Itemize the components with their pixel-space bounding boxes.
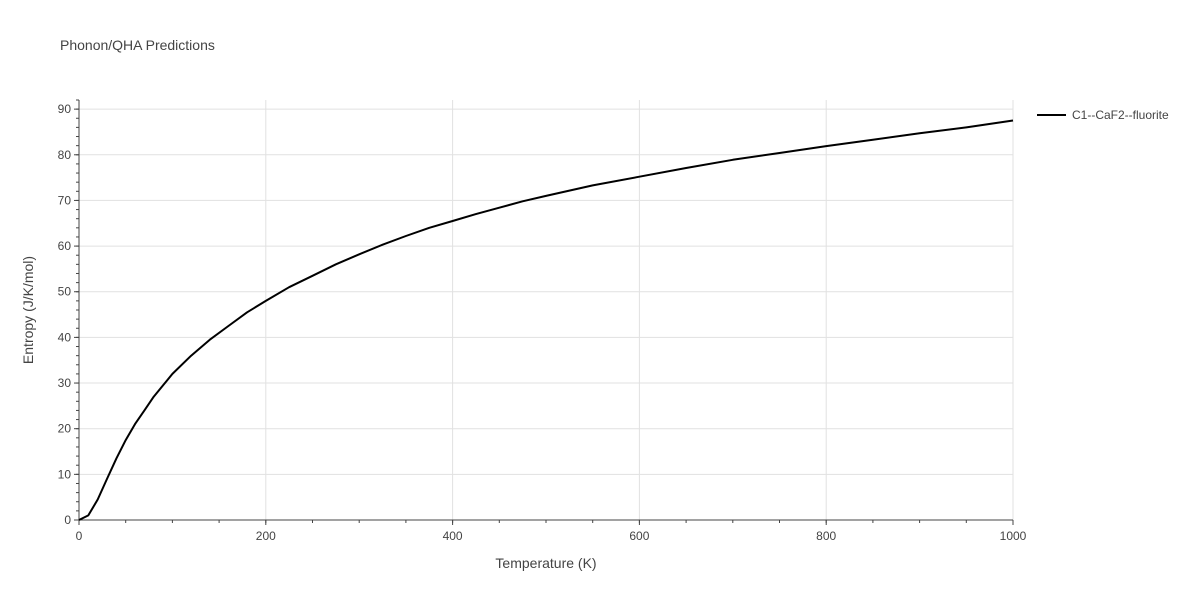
axes [78, 100, 1013, 521]
x-tick-label: 600 [629, 529, 649, 543]
y-tick-label: 60 [58, 239, 72, 253]
series-layer [78, 119, 1014, 521]
legend[interactable]: C1--CaF2--fluorite [1037, 108, 1169, 122]
y-tick-label: 90 [58, 102, 72, 116]
y-tick-label: 70 [58, 193, 72, 207]
x-tick-label: 200 [256, 529, 276, 543]
chart-title: Phonon/QHA Predictions [60, 37, 215, 53]
y-tick-label: 40 [58, 330, 72, 344]
x-tick-label: 0 [76, 529, 83, 543]
x-tick-label: 1000 [1000, 529, 1027, 543]
y-tick-label: 80 [58, 148, 72, 162]
y-tick-label: 10 [58, 467, 72, 481]
legend-label: C1--CaF2--fluorite [1072, 108, 1169, 122]
x-tick-label: 400 [443, 529, 463, 543]
x-axis-ticks: 0 200 400 600 800 1000 [76, 520, 1027, 543]
y-tick-label: 50 [58, 285, 72, 299]
series-line [78, 119, 1014, 521]
x-axis-title: Temperature (K) [495, 555, 596, 571]
y-tick-label: 0 [64, 513, 71, 527]
y-tick-label: 30 [58, 376, 72, 390]
y-axis-title: Entropy (J/K/mol) [20, 256, 36, 364]
y-tick-label: 20 [58, 422, 72, 436]
y-axis-ticks: 0 10 20 30 40 50 60 70 80 90 [58, 99, 79, 527]
x-tick-label: 800 [816, 529, 836, 543]
grid-lines [79, 100, 1014, 520]
